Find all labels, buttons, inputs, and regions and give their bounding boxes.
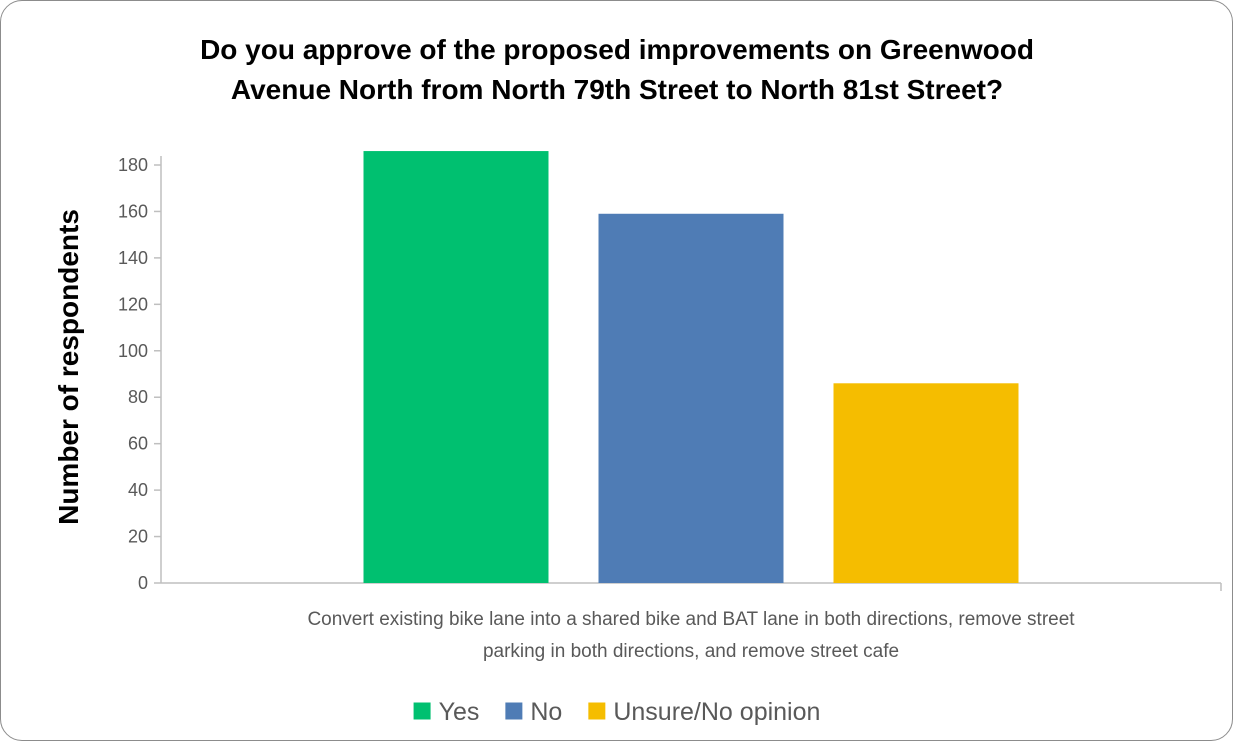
y-tick-label: 120 — [118, 294, 148, 314]
y-axis-ticks: 0 20 40 60 80 100 120 140 160 180 — [118, 155, 161, 593]
y-tick-label: 80 — [128, 387, 148, 407]
chart-title: Do you approve of the proposed improveme… — [200, 34, 1034, 105]
y-tick-label: 60 — [128, 434, 148, 454]
legend-swatch-no — [505, 702, 523, 720]
x-category-label-line-1: Convert existing bike lane into a shared… — [307, 609, 1075, 630]
y-tick-label: 100 — [118, 341, 148, 361]
bar-no — [598, 213, 784, 583]
y-tick-label: 20 — [128, 527, 148, 547]
y-tick-label: 40 — [128, 480, 148, 500]
y-tick-label: 0 — [138, 573, 148, 593]
legend-label-unsure-no-opinion: Unsure/No opinion — [613, 698, 820, 726]
legend-label-no: No — [530, 698, 562, 726]
x-category-label: Convert existing bike lane into a shared… — [307, 609, 1075, 662]
y-tick-label: 180 — [118, 155, 148, 175]
bar-yes — [363, 151, 549, 584]
chart-title-line-1: Do you approve of the proposed improveme… — [200, 34, 1034, 65]
chart-title-line-2: Avenue North from North 79th Street to N… — [231, 74, 1003, 105]
y-tick-label: 140 — [118, 248, 148, 268]
legend-label-yes: Yes — [439, 698, 480, 726]
legend-swatch-unsure-no-opinion — [588, 702, 606, 720]
y-tick-label: 160 — [118, 201, 148, 221]
bars — [363, 151, 1019, 584]
x-category-label-line-2: parking in both directions, and remove s… — [483, 641, 899, 662]
legend-swatch-yes — [413, 702, 431, 720]
legend: Yes No Unsure/No opinion — [413, 698, 820, 726]
bar-unsure-no-opinion — [833, 383, 1019, 583]
y-axis-label: Number of respondents — [53, 209, 84, 525]
